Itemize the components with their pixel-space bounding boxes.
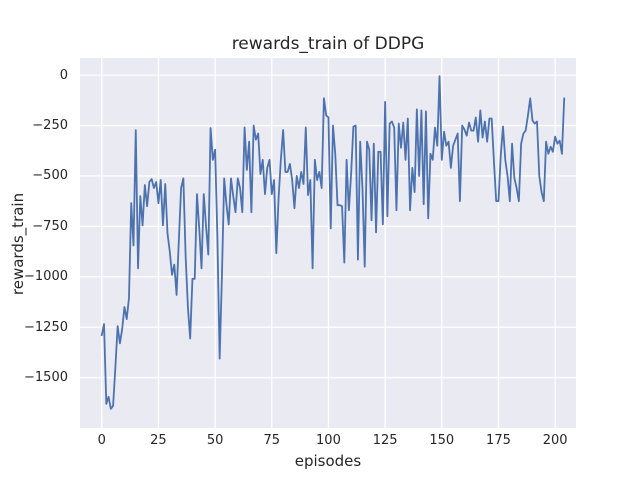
x-tick-label: 200 [542,433,568,448]
series-line-rewards_train [100,75,566,410]
y-tick-label: −250 [32,118,68,134]
x-axis-label: episodes [294,452,362,470]
x-tick-label: 75 [263,433,281,448]
x-tick-label: 100 [316,433,341,448]
chart-title: rewards_train of DDPG [231,34,425,54]
y-tick-label: 0 [59,67,68,83]
x-tick-label: 25 [150,433,167,448]
x-tick-label: 0 [97,433,106,448]
y-tick-label: −500 [32,168,68,184]
x-tick-label: 150 [429,433,455,448]
y-tick-label: −750 [32,218,68,234]
plot-area [80,58,576,428]
y-tick-label: −1500 [24,370,68,386]
y-axis-label: rewards_train [9,192,27,296]
y-tick-label: −1000 [24,269,68,285]
y-tick-label: −1250 [24,319,68,335]
plot-canvas [80,58,576,428]
x-tick-label: 50 [206,433,224,448]
x-tick-label: 125 [372,433,398,448]
x-tick-label: 175 [486,433,511,448]
